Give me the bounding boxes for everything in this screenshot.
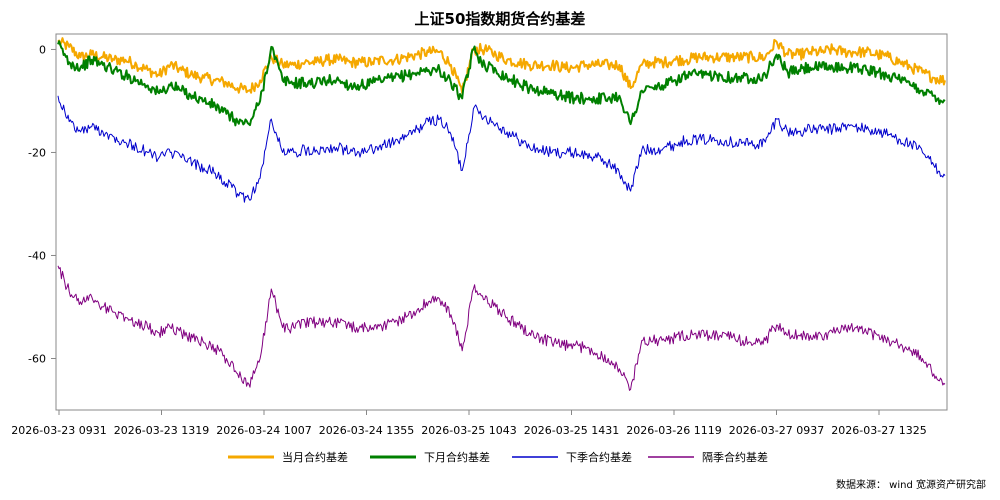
x-tick-label: 2026-03-26 1119 [626, 424, 721, 437]
series-line-4 [57, 265, 946, 391]
x-tick-label: 2026-03-27 1325 [831, 424, 926, 437]
legend-label: 隔季合约基差 [702, 450, 768, 464]
x-tick-label: 2026-03-24 1007 [216, 424, 311, 437]
x-tick-label: 2026-03-23 0931 [11, 424, 106, 437]
legend-label: 下季合约基差 [566, 450, 632, 464]
y-tick-label: -60 [28, 352, 46, 365]
x-tick-label: 2026-03-25 1043 [421, 424, 516, 437]
x-tick-label: 2026-03-23 1319 [114, 424, 209, 437]
x-tick-label: 2026-03-25 1431 [524, 424, 619, 437]
y-tick-label: -40 [28, 249, 46, 262]
legend-label: 下月合约基差 [424, 450, 490, 464]
x-tick-label: 2026-03-24 1355 [319, 424, 414, 437]
series-lines [57, 37, 946, 391]
y-tick-label: -20 [28, 146, 46, 159]
plot-area [55, 33, 948, 411]
x-tick-label: 2026-03-27 0937 [729, 424, 824, 437]
chart-title: 上证50指数期货合约基差 [415, 10, 586, 28]
series-line-3 [57, 95, 946, 203]
series-line-2 [57, 40, 946, 127]
source-note: 数据来源： wind 宽源资产研究部 [836, 478, 986, 491]
legend: 当月合约基差 下月合约基差 下季合约基差 隔季合约基差 [228, 450, 768, 464]
y-tick-label: 0 [39, 43, 46, 56]
x-axis: 2026-03-23 0931 2026-03-23 1319 2026-03-24… [11, 410, 927, 437]
legend-label: 当月合约基差 [282, 450, 348, 464]
y-axis: 0 -20 -40 -60 [28, 43, 56, 365]
series-line-1 [57, 37, 946, 95]
